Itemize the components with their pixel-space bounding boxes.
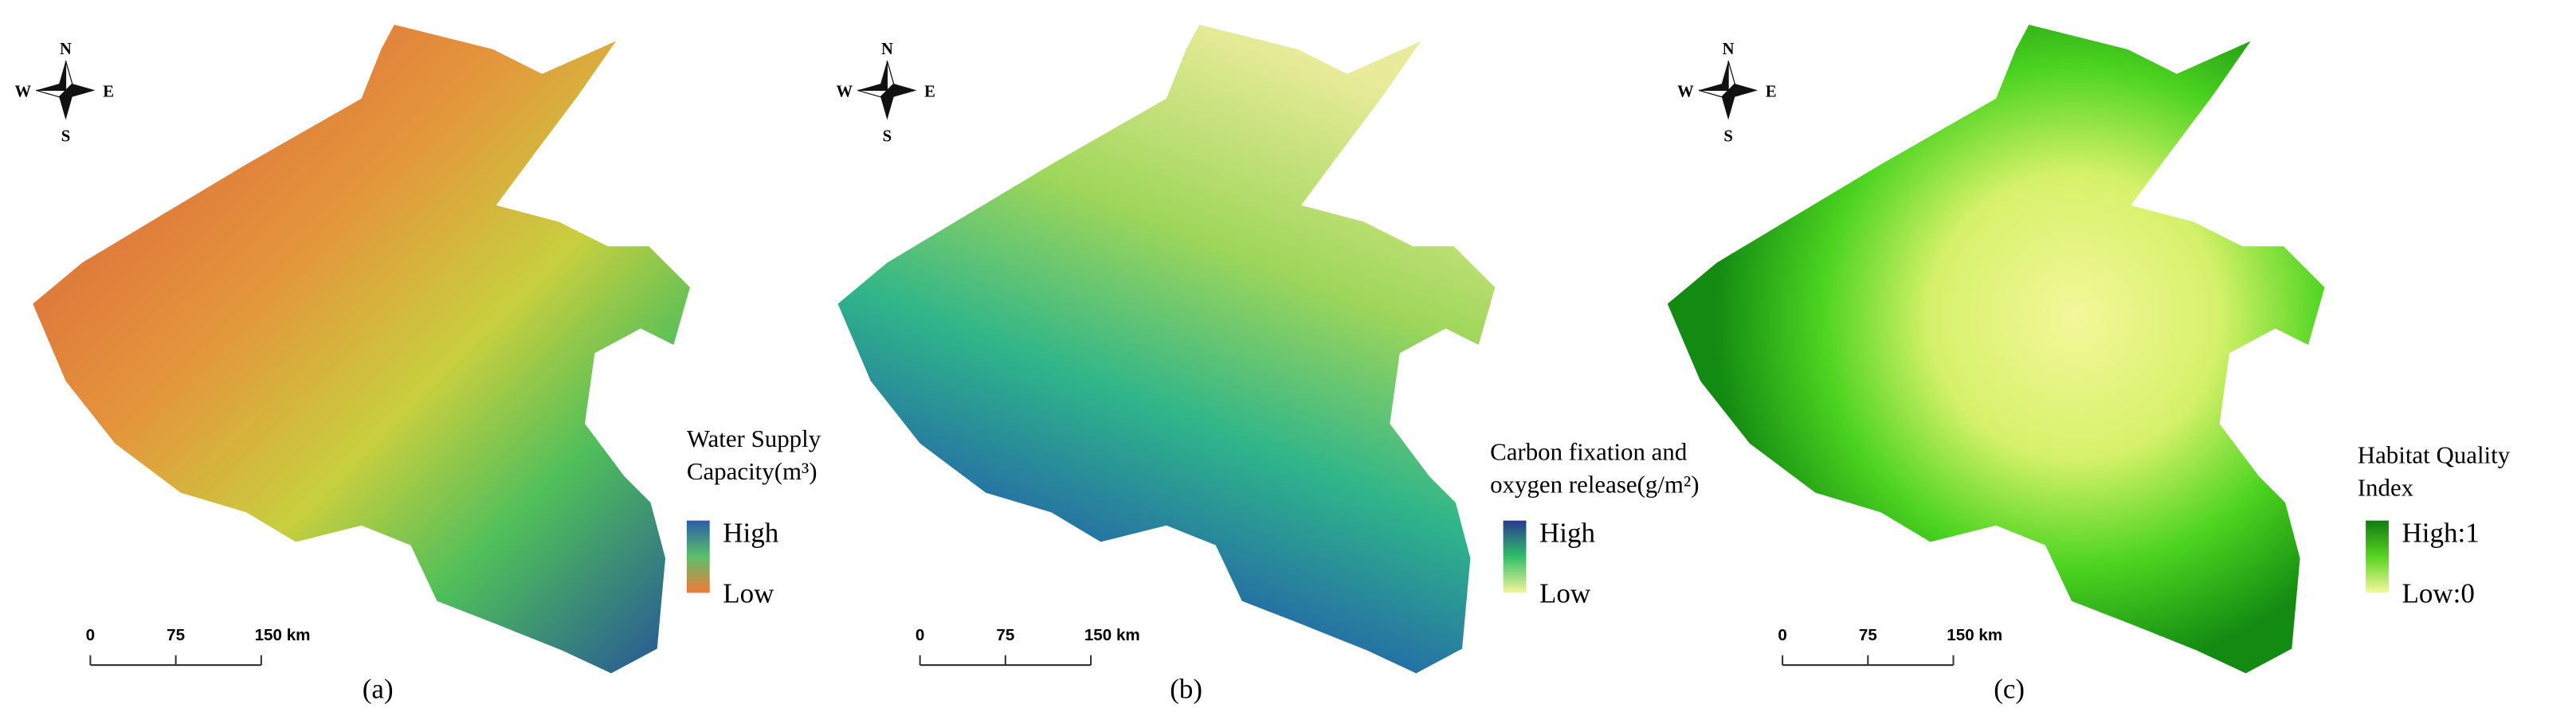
compass-e: E (103, 84, 114, 101)
compass-n: N (881, 41, 893, 58)
compass-w: W (1677, 84, 1694, 101)
scale-label: 150 km (1084, 626, 1140, 644)
caption: (b) (1170, 673, 1202, 704)
legend-low: Low (1539, 578, 1591, 609)
scale-label: 0 (916, 626, 924, 644)
legend-bar (686, 520, 710, 593)
compass-w: W (836, 84, 853, 101)
compass-w: W (15, 84, 32, 101)
scale-label: 150 km (255, 626, 311, 644)
scale-label: 150 km (1947, 626, 2002, 644)
compass-s: S (1723, 127, 1732, 145)
scale-label: 0 (1778, 626, 1786, 644)
compass-n: N (1723, 41, 1735, 58)
compass-n: N (60, 41, 72, 58)
compass-e: E (1766, 84, 1777, 101)
compass-s: S (883, 127, 892, 145)
map-c (1667, 24, 2325, 674)
legend-title: oxygen release(g/m²) (1490, 471, 1699, 499)
legend-title: Habitat Quality (2358, 440, 2511, 468)
legend-high: High (723, 517, 779, 548)
legend-title: Capacity(m³) (687, 457, 817, 485)
compass-star-inner (36, 61, 73, 98)
compass-star-inner (1698, 61, 1736, 98)
legend-title: Carbon fixation and (1490, 437, 1688, 465)
scale-label: 75 (1859, 626, 1877, 644)
legend-high: High (1539, 517, 1596, 548)
scale-label: 0 (86, 626, 95, 644)
legend-bar (1503, 520, 1527, 593)
map-a (33, 24, 690, 674)
legend-low: Low (723, 578, 774, 609)
compass-e: E (924, 84, 935, 101)
legend-high: High:1 (2402, 517, 2479, 548)
scale-label: 75 (167, 626, 185, 644)
caption: (c) (1994, 673, 2025, 704)
scale-label: 75 (996, 626, 1014, 644)
map-b (837, 24, 1496, 674)
compass-s: S (61, 127, 70, 145)
legend-low: Low:0 (2402, 578, 2475, 609)
legend-title: Water Supply (687, 425, 821, 452)
caption: (a) (363, 673, 394, 704)
legend-bar (2366, 520, 2389, 593)
legend-title: Index (2358, 474, 2414, 502)
compass-star-inner (857, 61, 895, 98)
